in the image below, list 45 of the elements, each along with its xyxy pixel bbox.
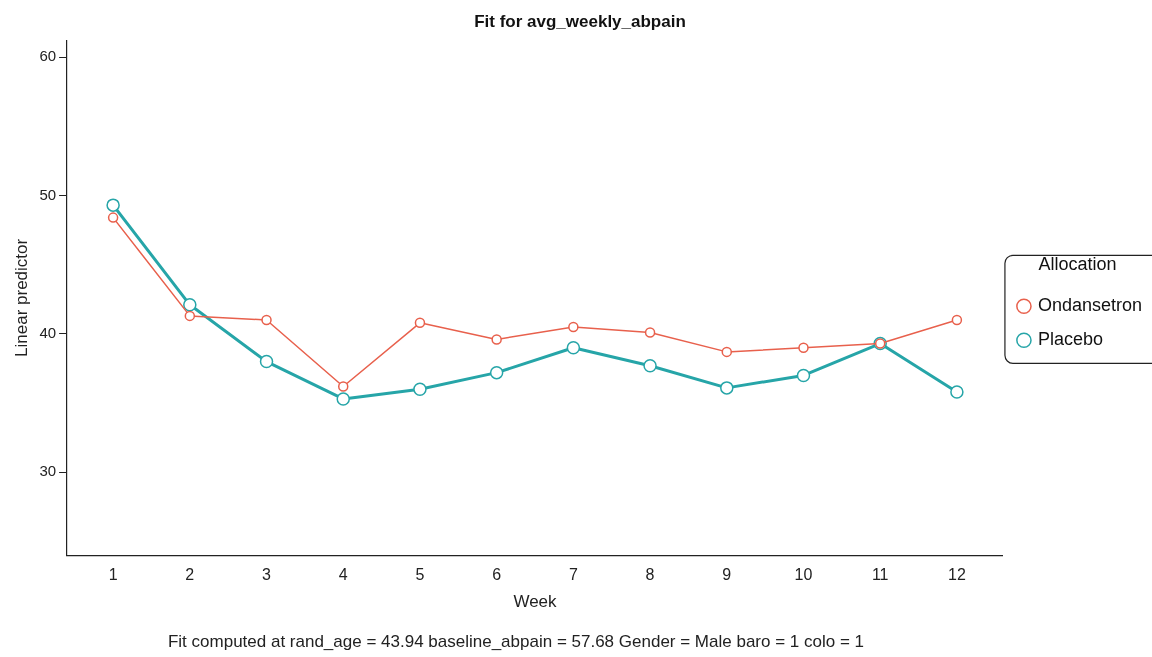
x-tick-label: 5 bbox=[415, 566, 425, 584]
point bbox=[489, 365, 504, 380]
legend-label: Placebo bbox=[1037, 329, 1103, 350]
x-tick-label: 2 bbox=[185, 566, 195, 584]
point bbox=[644, 327, 656, 338]
y-tick-label: 30 bbox=[39, 462, 57, 480]
x-axis-title: Week bbox=[513, 592, 558, 612]
point bbox=[798, 342, 809, 353]
y-tick-label: 50 bbox=[39, 185, 57, 203]
point bbox=[796, 368, 811, 383]
x-tick-label: 7 bbox=[568, 566, 578, 584]
point bbox=[950, 385, 964, 399]
point bbox=[183, 298, 197, 312]
text: Fit computed at rand_age = 43.94 baseline_abpain = 57.68 Gender = Male baro = 1 colo = 1 bbox=[167, 632, 865, 652]
x-tick-label: 10 bbox=[794, 566, 813, 584]
point bbox=[491, 334, 502, 345]
point bbox=[566, 340, 581, 355]
x-tick-label: 12 bbox=[948, 566, 966, 584]
point bbox=[261, 314, 272, 326]
point bbox=[107, 212, 119, 223]
x-tick-label: 3 bbox=[262, 566, 272, 584]
x-tick-label: 8 bbox=[645, 566, 655, 584]
legend-title: Allocation bbox=[1038, 253, 1117, 274]
x-tick-label: 6 bbox=[492, 566, 502, 584]
legend-label: Ondansetron bbox=[1037, 295, 1143, 316]
point bbox=[259, 354, 274, 369]
y-tick-label: 60 bbox=[39, 47, 57, 65]
x-tick-label: 1 bbox=[108, 566, 118, 584]
point bbox=[337, 381, 349, 392]
point bbox=[414, 317, 426, 329]
point bbox=[184, 310, 196, 322]
point bbox=[951, 314, 963, 326]
chart-title: Fit for avg_weekly_abpain bbox=[474, 11, 686, 31]
x-tick-label: 9 bbox=[722, 566, 732, 584]
x-tick-label: 4 bbox=[338, 566, 348, 584]
point bbox=[106, 198, 120, 212]
y-axis-title: Linear predictor bbox=[11, 238, 31, 357]
point bbox=[336, 392, 350, 406]
point bbox=[720, 381, 734, 395]
point bbox=[568, 321, 579, 333]
x-tick-label: 11 bbox=[871, 566, 889, 584]
point bbox=[721, 346, 733, 358]
point bbox=[643, 358, 657, 373]
point bbox=[413, 382, 427, 397]
y-tick-label: 40 bbox=[39, 324, 57, 342]
